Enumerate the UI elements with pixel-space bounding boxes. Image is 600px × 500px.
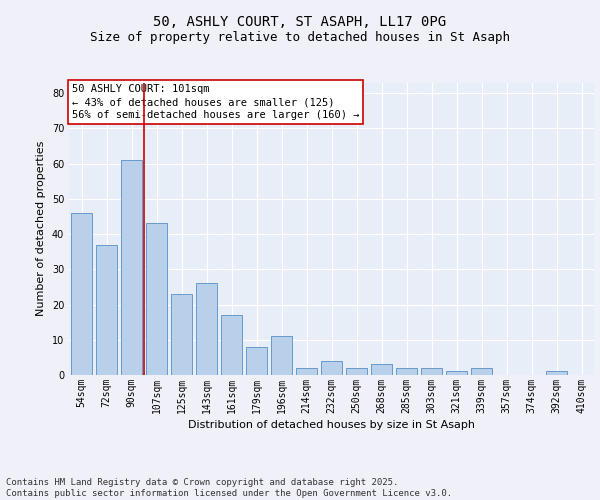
Bar — [546, 372, 567, 375]
Text: Size of property relative to detached houses in St Asaph: Size of property relative to detached ho… — [90, 31, 510, 44]
Bar — [196, 284, 217, 375]
Text: 50 ASHLY COURT: 101sqm
← 43% of detached houses are smaller (125)
56% of semi-de: 50 ASHLY COURT: 101sqm ← 43% of detached… — [71, 84, 359, 120]
Bar — [271, 336, 292, 375]
Bar — [171, 294, 192, 375]
Bar — [296, 368, 317, 375]
Bar — [346, 368, 367, 375]
Bar — [446, 372, 467, 375]
X-axis label: Distribution of detached houses by size in St Asaph: Distribution of detached houses by size … — [188, 420, 475, 430]
Y-axis label: Number of detached properties: Number of detached properties — [36, 141, 46, 316]
Bar — [121, 160, 142, 375]
Bar — [371, 364, 392, 375]
Bar — [96, 244, 117, 375]
Bar — [396, 368, 417, 375]
Text: Contains HM Land Registry data © Crown copyright and database right 2025.
Contai: Contains HM Land Registry data © Crown c… — [6, 478, 452, 498]
Bar — [421, 368, 442, 375]
Bar — [471, 368, 492, 375]
Bar — [71, 213, 92, 375]
Bar — [246, 347, 267, 375]
Bar — [321, 361, 342, 375]
Bar — [221, 315, 242, 375]
Text: 50, ASHLY COURT, ST ASAPH, LL17 0PG: 50, ASHLY COURT, ST ASAPH, LL17 0PG — [154, 16, 446, 30]
Bar — [146, 224, 167, 375]
